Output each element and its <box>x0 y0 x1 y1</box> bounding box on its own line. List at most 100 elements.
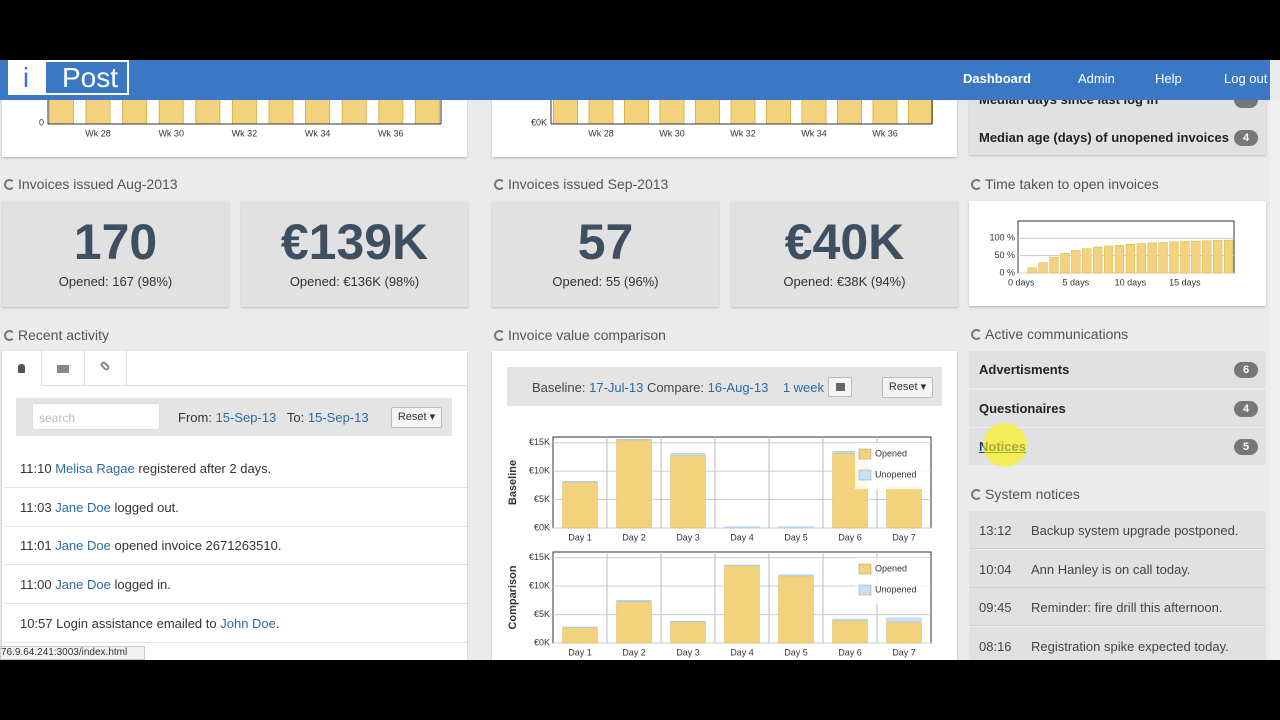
label: Baseline: <box>532 380 586 395</box>
communication-row[interactable]: Advertisments 6 <box>969 351 1266 388</box>
nav-link[interactable]: Admin <box>1078 71 1115 86</box>
bar <box>832 619 868 644</box>
y-tick-label: €15K <box>529 437 550 447</box>
bar <box>616 600 652 602</box>
separator <box>4 603 467 605</box>
bar <box>1136 243 1146 274</box>
y-tick-label: €0K <box>534 522 550 532</box>
x-tick-label: Wk 28 <box>588 128 614 138</box>
communication-label[interactable]: Questionaires <box>979 400 1066 416</box>
user-link[interactable]: Melisa Ragae <box>55 461 135 476</box>
notice-time: 13:12 <box>979 523 1012 538</box>
date-link[interactable]: 15-Sep-13 <box>215 410 277 425</box>
y-tick-label: 100 % <box>989 233 1015 243</box>
communication-row[interactable]: Questionaires 4 <box>969 389 1266 427</box>
brand[interactable]: Post <box>44 60 129 95</box>
x-tick-label: Wk 30 <box>158 128 184 138</box>
button-label: Reset <box>397 411 427 423</box>
nav-link[interactable]: Log out <box>1224 71 1268 86</box>
bar <box>1027 267 1037 274</box>
bar <box>724 564 760 566</box>
stat-value: 57 <box>577 214 634 270</box>
bar <box>886 617 922 623</box>
legend-swatch <box>858 469 872 481</box>
activity-text: registered after 2 days. <box>138 461 272 476</box>
separator <box>4 641 467 643</box>
tab-mail[interactable] <box>42 351 85 386</box>
bar <box>562 627 598 644</box>
activity-text: logged out. <box>114 499 179 515</box>
bar <box>778 575 814 644</box>
bar <box>1049 257 1059 274</box>
stat-value: €139K <box>280 214 429 270</box>
bar <box>670 621 706 623</box>
date-link[interactable]: 16-Aug-13 <box>707 380 769 395</box>
y-tick-label: €0K <box>534 637 550 647</box>
notice-text: Ann Hanley is on call today. <box>1031 561 1191 577</box>
user-link[interactable]: John Doe <box>220 615 276 631</box>
x-tick-label: Day 5 <box>784 532 808 542</box>
reset-button[interactable]: Reset ▾ <box>391 407 442 428</box>
bar <box>1223 239 1234 274</box>
notice-text: Reminder: fire drill this afternoon. <box>1031 600 1223 616</box>
recent-card: search From: 15-Sep-13 To: 15-Sep-13 Res… <box>2 351 467 660</box>
tab-link[interactable] <box>85 351 127 386</box>
image-button[interactable] <box>828 377 852 397</box>
stat-box: 170 Opened: 167 (98%) <box>2 201 229 307</box>
bar <box>562 481 598 529</box>
x-tick-label: Wk 32 <box>232 128 258 138</box>
bar <box>562 481 598 483</box>
user-link[interactable]: Jane Doe <box>55 499 111 515</box>
status-url: 76.9.64.241:3003/index.html <box>0 646 145 660</box>
bar <box>616 438 652 441</box>
x-tick-label: Day 4 <box>730 647 754 657</box>
brand-icon[interactable]: i <box>8 60 44 95</box>
x-tick-label: Day 6 <box>838 647 862 657</box>
notice-time: 10:04 <box>979 561 1012 577</box>
period-info: Baseline: 17-Jul-13 Compare: 16-Aug-13 1… <box>532 380 824 395</box>
bar <box>562 626 598 628</box>
y-tick-label: €15K <box>529 552 550 562</box>
communication-label[interactable]: Advertisments <box>979 362 1070 377</box>
notice-row: 09:45 Reminder: fire drill this afternoon… <box>969 588 1266 627</box>
notice-row: 10:04 Ann Hanley is on call today. <box>969 549 1266 588</box>
notice-text: Backup system upgrade postponed. <box>1031 523 1239 538</box>
y-axis-label: Baseline <box>507 460 519 505</box>
section-title: Invoices issued Sep-2013 <box>492 176 668 192</box>
x-tick-label: Wk 34 <box>305 128 331 138</box>
user-link[interactable]: Jane Doe <box>55 577 111 593</box>
x-tick-label: Day 7 <box>892 532 916 542</box>
comparison-toolbar: Baseline: 17-Jul-13 Compare: 16-Aug-13 1… <box>507 367 942 406</box>
time-card: 0 % 50 % 100 % 0 days 5 days 10 days 15 days <box>969 201 1266 306</box>
reset-button[interactable]: Reset ▾ <box>882 377 933 398</box>
stat-box: €139K Opened: €136K (98%) <box>241 201 468 307</box>
date-link[interactable]: 15-Sep-13 <box>307 410 369 425</box>
period-link[interactable]: 1 week <box>782 380 825 395</box>
legend-label: Unopened <box>875 469 917 479</box>
comparison-card: Baseline: 17-Jul-13 Compare: 16-Aug-13 1… <box>492 351 957 660</box>
y-tick-label: 0 <box>39 117 44 127</box>
legend-swatch <box>858 448 872 460</box>
bar <box>670 453 706 456</box>
activity-item: 11:03 Jane Doe logged out. <box>20 500 179 515</box>
x-tick-label: Day 6 <box>838 532 862 542</box>
tab-user[interactable] <box>2 351 42 386</box>
user-link[interactable]: Jane Doe <box>55 538 111 554</box>
x-tick-label: 5 days <box>1063 277 1090 287</box>
y-tick-label: €5K <box>534 609 550 619</box>
bar <box>1082 248 1092 274</box>
nav-link[interactable]: Help <box>1155 71 1182 86</box>
activity-text: 10:57 <box>20 615 53 631</box>
x-tick-label: Wk 30 <box>659 128 685 138</box>
y-tick-label: 50 % <box>994 250 1015 260</box>
activity-item: 11:00 Jane Doe logged in. <box>20 577 171 592</box>
x-tick-label: Day 3 <box>676 647 700 657</box>
y-tick-label: €10K <box>529 466 550 476</box>
notice-row: 08:16 Registration spike expected today. <box>969 627 1266 660</box>
date-link[interactable]: 17-Jul-13 <box>589 380 644 395</box>
search-input[interactable]: search <box>32 403 160 430</box>
bar <box>670 454 706 529</box>
bar <box>616 601 652 644</box>
nav-link[interactable]: Dashboard <box>963 71 1031 86</box>
stat-value: 170 <box>73 214 158 270</box>
